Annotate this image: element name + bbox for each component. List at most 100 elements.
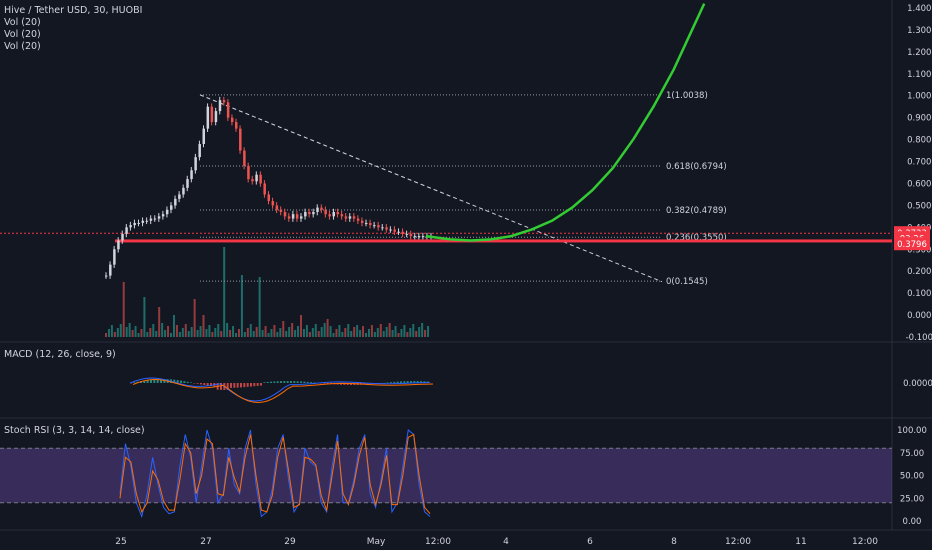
volume-bar — [397, 333, 400, 337]
stoch-axis-label: 50.00 — [900, 472, 924, 482]
volume-bar — [208, 325, 211, 337]
candle-body — [210, 106, 214, 123]
stoch-rsi-legend[interactable]: Stoch RSI (3, 3, 14, 14, close) — [4, 425, 145, 436]
candle-body — [170, 205, 173, 210]
macd-histogram-bar — [133, 382, 136, 383]
macd-histogram-bar — [413, 381, 416, 383]
candle-body — [291, 214, 295, 219]
macd-histogram-bar — [220, 383, 222, 390]
candle-body — [133, 222, 136, 226]
volume-bar — [170, 333, 172, 337]
candle-body — [279, 209, 283, 212]
volume-indicator-label[interactable]: Vol (20) — [4, 41, 41, 52]
volume-bar — [202, 315, 205, 337]
macd-histogram-bar — [346, 383, 349, 385]
candle-body — [401, 231, 405, 234]
volume-bar — [220, 331, 223, 337]
volume-bar — [415, 331, 418, 337]
volume-bar — [362, 326, 365, 337]
volume-bar — [181, 328, 184, 337]
volume-bar — [403, 325, 406, 337]
macd-histogram-bar — [240, 383, 242, 388]
candle-body — [105, 275, 108, 277]
macd-histogram-bar — [230, 383, 232, 388]
candle-body — [275, 205, 279, 210]
volume-bar — [252, 331, 255, 337]
price-axis-label: 1.4000 — [907, 4, 932, 14]
support-horizontal-line[interactable] — [115, 239, 892, 243]
candle-body — [332, 211, 335, 217]
macd-histogram-bar — [253, 383, 256, 387]
volume-indicator-label[interactable]: Vol (20) — [4, 17, 41, 28]
candle-body — [263, 183, 266, 195]
time-axis-label: 29 — [284, 537, 296, 547]
volume-bar — [205, 329, 208, 337]
candle-body — [157, 216, 161, 219]
macd-histogram-bar — [283, 381, 286, 383]
macd-histogram-bar — [276, 381, 279, 383]
macd-histogram-bar — [186, 381, 189, 383]
candle-body — [113, 249, 116, 265]
macd-histogram-bar — [303, 381, 306, 383]
stoch-axis-label: 0.00 — [903, 517, 922, 527]
volume-bar — [311, 328, 314, 337]
time-axis-label: 12:00 — [425, 537, 451, 547]
macd-histogram-bar — [366, 383, 369, 385]
macd-histogram-bar — [270, 381, 272, 383]
symbol-title[interactable]: Hive / Tether USD, 30, HUOBI — [4, 5, 143, 16]
macd-histogram-bar — [383, 382, 386, 384]
volume-bar — [347, 324, 350, 337]
candle-body — [255, 174, 258, 182]
volume-bar — [305, 325, 308, 337]
volume-bar — [264, 326, 267, 337]
macd-histogram-bar — [160, 379, 162, 383]
macd-histogram-bar — [266, 381, 269, 383]
volume-bar — [350, 331, 353, 337]
volume-bar — [223, 247, 226, 337]
macd-histogram-bar — [206, 383, 209, 386]
candle-body — [324, 209, 327, 215]
volume-bar — [406, 332, 409, 337]
volume-bar — [326, 319, 329, 337]
volume-bar — [353, 327, 356, 337]
candle-body — [328, 214, 331, 217]
macd-histogram-bar — [416, 381, 419, 383]
trendline[interactable] — [199, 94, 663, 283]
time-axis-label: 11 — [795, 537, 806, 547]
candle-body — [137, 222, 140, 224]
candle-body — [259, 174, 262, 184]
candle-body — [202, 128, 205, 144]
candle-body — [198, 143, 201, 158]
candle-body — [194, 157, 197, 171]
candle-body — [222, 100, 226, 103]
candle-body — [397, 231, 400, 233]
macd-histogram-bar — [386, 382, 389, 383]
macd-histogram-bar — [190, 382, 192, 383]
volume-bar — [344, 328, 347, 337]
time-axis-label: 12:00 — [725, 537, 751, 547]
candle-body — [348, 216, 352, 219]
macd-histogram-bar — [310, 382, 312, 383]
candle-body — [235, 122, 238, 129]
candle-body — [344, 216, 348, 219]
volume-bar — [255, 327, 258, 337]
projection-curve[interactable] — [425, 3, 706, 242]
macd-histogram-bar — [256, 383, 259, 386]
macd-legend[interactable]: MACD (12, 26, close, 9) — [4, 349, 116, 360]
volume-bar — [172, 315, 175, 337]
volume-indicator-label[interactable]: Vol (20) — [4, 29, 41, 40]
fib-level-label: 0.236(0.3550) — [666, 233, 727, 243]
main-legend: Hive / Tether USD, 30, HUOBI Vol (20) Vo… — [4, 5, 142, 53]
volume-bar — [229, 330, 232, 337]
volume-bar — [193, 299, 196, 337]
time-axis-label: 25 — [115, 537, 126, 547]
macd-histogram-bar — [390, 382, 392, 383]
time-axis-label: 6 — [587, 537, 593, 547]
candle-body — [141, 220, 145, 223]
candle-body — [182, 187, 185, 195]
